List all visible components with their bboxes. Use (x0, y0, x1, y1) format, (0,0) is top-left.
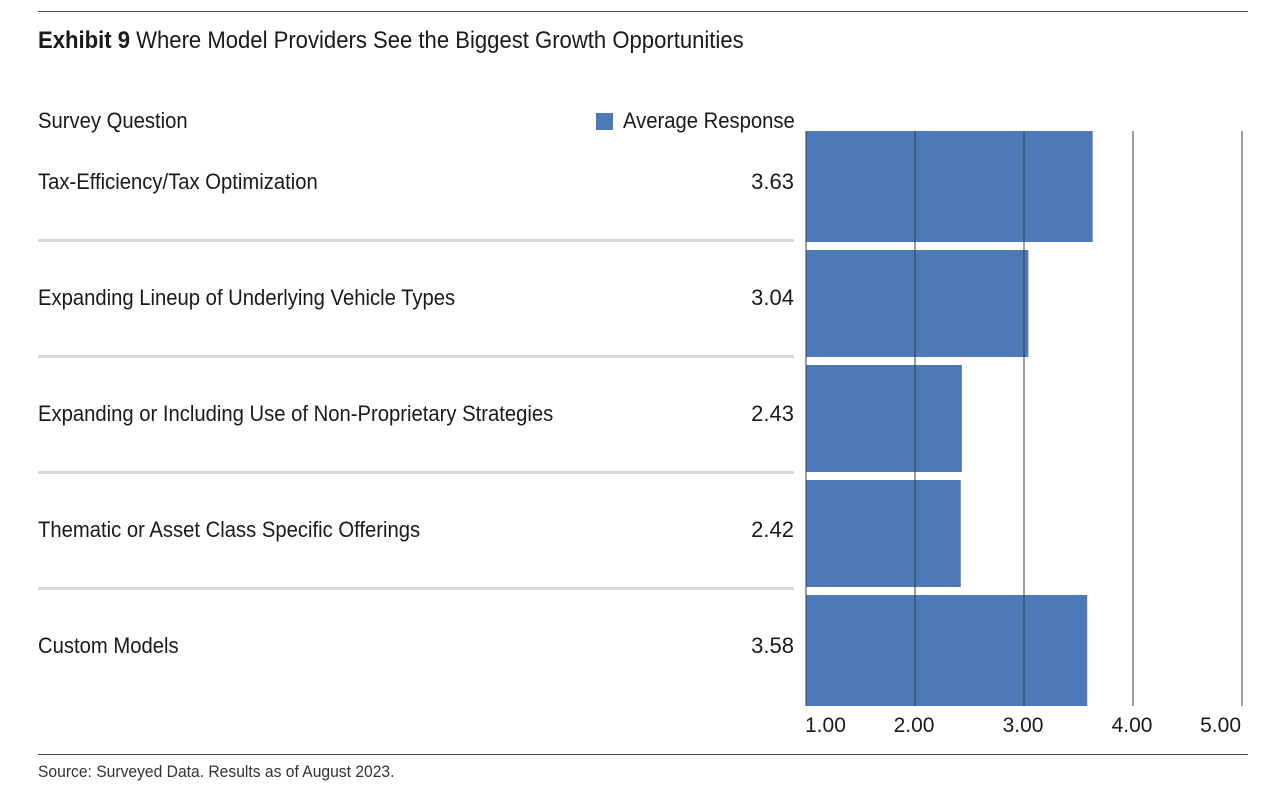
row-label: Tax-Efficiency/Tax Optimization (38, 169, 318, 194)
exhibit-number: Exhibit 9 (38, 27, 131, 54)
x-tick-label: 1.00 (805, 714, 846, 737)
legend-swatch (596, 112, 613, 130)
row-value: 2.43 (751, 401, 794, 426)
row-separator (38, 239, 794, 242)
bar (806, 365, 962, 472)
column-header: Survey Question (38, 108, 188, 133)
row-separator (38, 587, 794, 590)
bar (806, 480, 961, 587)
x-tick-label: 2.00 (894, 714, 935, 737)
row-value: 2.42 (751, 517, 794, 542)
row-label: Expanding or Including Use of Non-Propri… (38, 401, 554, 426)
row-value: 3.04 (751, 285, 794, 310)
row-label: Custom Models (38, 633, 179, 658)
x-tick-label: 5.00 (1200, 714, 1241, 737)
bar (806, 595, 1088, 706)
legend-label: Average Response (623, 108, 795, 133)
row-separator (38, 355, 794, 358)
x-tick-label: 4.00 (1112, 714, 1153, 737)
row-label: Expanding Lineup of Underlying Vehicle T… (38, 285, 456, 310)
chart-title: Exhibit 9 Where Model Providers See the … (38, 27, 744, 55)
row-separator (38, 471, 794, 474)
top-rule (38, 11, 1248, 12)
x-tick-label: 3.00 (1003, 714, 1044, 737)
bar (806, 131, 1093, 242)
title-text: Where Model Providers See the Biggest Gr… (136, 27, 744, 54)
row-value: 3.63 (751, 169, 794, 194)
bar (806, 250, 1029, 357)
row-value: 3.58 (751, 633, 794, 658)
source-note: Source: Surveyed Data. Results as of Aug… (38, 762, 395, 781)
row-label: Thematic or Asset Class Specific Offerin… (38, 517, 421, 542)
bottom-rule (38, 754, 1248, 755)
legend: Average Response (596, 108, 810, 134)
